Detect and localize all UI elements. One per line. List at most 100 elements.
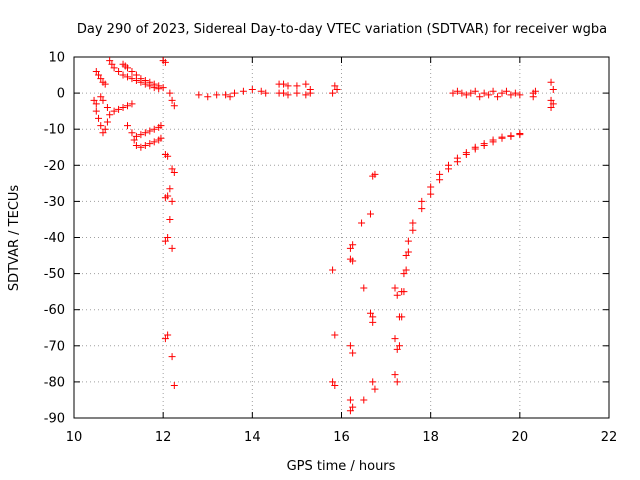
data-point [164, 192, 172, 200]
data-point [489, 136, 497, 144]
data-point [409, 226, 417, 234]
data-point [453, 154, 461, 162]
data-point [395, 313, 403, 321]
y-tick-label: 0 [57, 87, 65, 102]
data-point [164, 152, 172, 160]
data-point [418, 205, 426, 213]
data-point [453, 87, 461, 95]
data-point [146, 140, 154, 148]
data-point [398, 288, 406, 296]
data-point [498, 133, 506, 141]
data-point [95, 71, 103, 79]
data-point [137, 143, 145, 151]
x-tick-label: 12 [155, 430, 172, 445]
chart-title: Day 290 of 2023, Sidereal Day-to-day VTE… [77, 22, 607, 37]
data-point [124, 73, 131, 81]
data-point [115, 67, 123, 75]
data-point [449, 89, 457, 97]
data-point [195, 91, 203, 99]
data-point [480, 89, 488, 97]
data-point [331, 82, 339, 90]
y-tick-label: -60 [44, 303, 65, 318]
data-point [168, 165, 176, 173]
data-point [166, 185, 174, 193]
data-point [329, 378, 337, 386]
data-point [161, 58, 169, 66]
data-point [280, 80, 288, 88]
data-point [161, 335, 169, 343]
data-point [366, 309, 374, 317]
data-point [360, 396, 368, 404]
y-tick-label: -40 [44, 231, 65, 246]
data-point [333, 85, 341, 93]
data-point [494, 93, 502, 101]
data-point [360, 284, 368, 292]
data-point [103, 118, 111, 126]
data-point [124, 122, 131, 130]
data-point [458, 89, 466, 97]
data-point [166, 215, 174, 223]
data-point [507, 91, 515, 99]
data-point [467, 89, 475, 97]
data-point [549, 85, 557, 93]
data-point [101, 80, 109, 88]
x-axis-label: GPS time / hours [287, 459, 396, 474]
data-point [393, 291, 401, 299]
data-point [489, 87, 497, 95]
data-point [293, 82, 301, 90]
data-point [402, 266, 410, 274]
data-point [502, 87, 510, 95]
data-point [146, 78, 154, 86]
data-point [400, 270, 408, 278]
data-point [280, 89, 288, 97]
data-point [226, 93, 234, 101]
data-point [516, 91, 524, 99]
data-point [164, 331, 172, 339]
data-point [137, 131, 145, 139]
data-point [331, 382, 339, 390]
x-tick-label: 16 [333, 430, 350, 445]
data-point [92, 67, 100, 75]
data-point [349, 349, 357, 357]
data-point [284, 91, 292, 99]
data-point [150, 80, 158, 88]
data-point [108, 60, 116, 68]
data-point [498, 89, 506, 97]
data-point [110, 64, 118, 72]
data-point [115, 105, 123, 113]
data-point [99, 96, 107, 104]
grid-layer [74, 57, 609, 418]
data-point [257, 87, 265, 95]
data-point [471, 87, 479, 95]
data-point [110, 107, 118, 115]
data-point [329, 266, 337, 274]
data-point [128, 100, 136, 108]
data-point [164, 234, 172, 241]
data-point [369, 378, 377, 386]
data-point [547, 104, 555, 112]
data-point [159, 84, 167, 92]
data-point [302, 91, 310, 99]
data-point [476, 93, 484, 101]
tick-layer: 10 12 14 16 18 20 22 10 0 -10 -20 -30 -40 -50 -60 -70 -8… [44, 51, 618, 446]
data-point [128, 129, 136, 137]
data-point [349, 257, 357, 265]
data-point [391, 335, 399, 343]
data-point [150, 138, 158, 146]
data-point [331, 331, 339, 339]
data-point [97, 75, 105, 83]
data-point [547, 78, 555, 86]
y-tick-label: -90 [44, 412, 65, 427]
y-tick-label: -20 [44, 159, 65, 174]
data-point [393, 378, 401, 386]
data-point [168, 96, 176, 104]
data-point [371, 170, 379, 178]
data-point [168, 353, 176, 361]
data-point [222, 91, 230, 99]
data-point [119, 71, 127, 79]
data-point [471, 143, 479, 151]
data-point [262, 89, 270, 97]
data-point [391, 371, 399, 379]
data-point [462, 91, 470, 99]
